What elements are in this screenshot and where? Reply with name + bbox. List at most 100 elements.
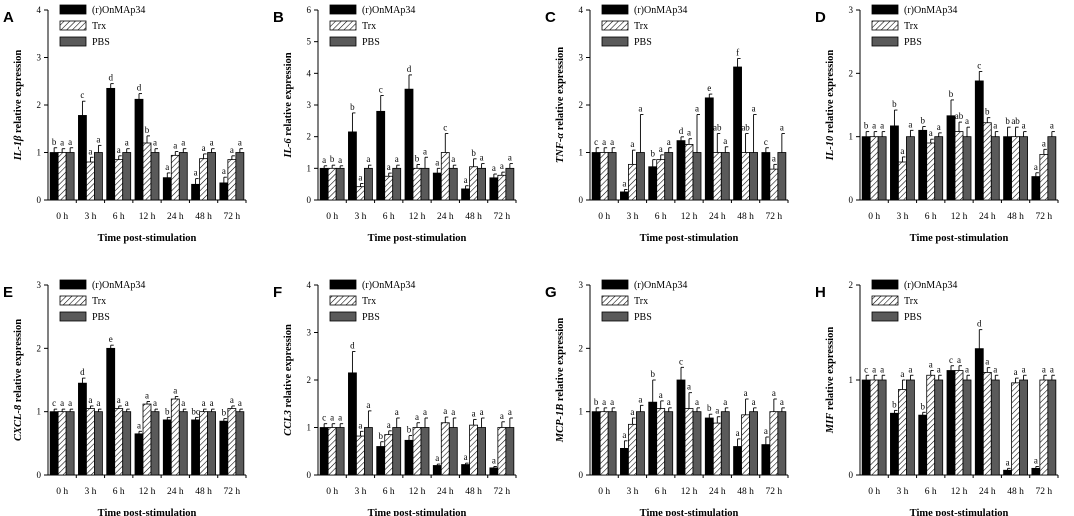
bar-series2 (1011, 382, 1020, 476)
significance-label: a (752, 397, 756, 407)
x-tick-label: 6 h (925, 487, 937, 497)
y-tick-label: 1 (849, 132, 854, 142)
legend-label: PBS (634, 37, 652, 48)
bar-series3 (934, 136, 944, 201)
y-tick-label: 0 (579, 470, 584, 480)
significance-label: a (68, 137, 72, 147)
y-axis-label-suffix: relative expression (13, 319, 24, 405)
bar-series2 (1039, 379, 1049, 476)
significance-label: a (480, 407, 484, 417)
y-axis-label: CXCL-8 relative expression (13, 319, 24, 441)
significance-label: a (60, 398, 64, 408)
significance-label: a (772, 388, 776, 398)
y-axis-label-gene: TNF-α (555, 133, 566, 163)
y-tick-label: 2 (307, 375, 312, 385)
significance-label: a (435, 453, 439, 463)
y-tick-label: 3 (579, 280, 584, 290)
significance-label: a (338, 155, 342, 165)
significance-label: d (137, 83, 142, 93)
x-tick-label: 6 h (113, 212, 125, 222)
x-axis-label: Time post-stimulation (910, 233, 1009, 244)
significance-label: a (194, 168, 198, 178)
significance-label: ab (741, 123, 750, 133)
x-axis-label: Time post-stimulation (640, 233, 739, 244)
y-tick-label: 4 (307, 280, 312, 290)
bar-series2 (954, 370, 964, 476)
bar-series1 (461, 188, 470, 201)
bar-series2 (684, 408, 694, 476)
bar-series2 (1039, 153, 1049, 201)
significance-label: c (322, 413, 326, 423)
significance-label: a (900, 369, 904, 379)
legend-label: PBS (92, 37, 110, 48)
y-tick-label: 2 (37, 343, 42, 353)
bar-series2 (1011, 136, 1020, 201)
bar-series1 (78, 382, 87, 476)
x-tick-label: 0 h (868, 487, 880, 497)
x-tick-label: 6 h (655, 212, 667, 222)
bar-series2 (628, 163, 637, 201)
significance-label: a (900, 146, 904, 156)
significance-label: a (222, 166, 226, 176)
bar-series2 (86, 161, 95, 201)
bar-series3 (692, 411, 702, 476)
legend-swatch (59, 36, 87, 47)
bar-series3 (392, 167, 402, 201)
significance-label: a (602, 397, 606, 407)
bar-series3 (65, 152, 75, 201)
y-tick-label: 3 (307, 328, 312, 338)
bar-series1 (219, 182, 229, 201)
y-tick-label: 5 (307, 37, 312, 47)
chart-panel-f: F 0 1 2 3 4 CCL3 relative expression 0 h 3 h 6 h 1… (273, 279, 517, 516)
bar-series2 (656, 408, 666, 476)
legend-swatch (329, 279, 357, 290)
significance-label: b (145, 125, 150, 135)
bar-series1 (348, 131, 357, 201)
bar-series2 (114, 408, 124, 476)
chart-panel-g: G 0 1 2 3 MCP-1B relative expression 0 h 3 h 6 h… (545, 279, 789, 516)
bar-series3 (235, 411, 245, 476)
significance-label: a (630, 139, 634, 149)
significance-label: a (451, 154, 455, 164)
y-tick-label: 0 (307, 470, 312, 480)
bar-series2 (869, 136, 879, 201)
bar-series2 (926, 374, 936, 476)
bar-series2 (898, 389, 907, 476)
significance-label: a (165, 162, 169, 172)
bar-series2 (57, 152, 67, 201)
bar-series3 (150, 411, 160, 476)
x-tick-label: 3 h (354, 212, 366, 222)
legend-swatch (601, 279, 629, 290)
significance-label: a (1006, 457, 1010, 467)
significance-label: a (395, 407, 399, 417)
significance-label: a (423, 146, 427, 156)
significance-label: d (108, 73, 113, 83)
significance-label: b (707, 403, 712, 413)
legend-label: Trx (634, 21, 648, 32)
bar-series1 (432, 465, 442, 476)
significance-label: c (949, 355, 953, 365)
panel-letter: H (815, 284, 826, 301)
x-tick-label: 12 h (139, 487, 156, 497)
bar-series3 (664, 411, 674, 476)
significance-label: a (723, 136, 727, 146)
x-tick-label: 0 h (326, 212, 338, 222)
y-axis-label-gene: MIF (825, 413, 836, 434)
significance-label: a (872, 121, 876, 131)
significance-label: a (153, 398, 157, 408)
significance-label: a (153, 138, 157, 148)
bar-series3 (65, 411, 75, 476)
significance-label: a (937, 122, 941, 132)
bar-series3 (692, 152, 702, 201)
bar-series1 (404, 88, 414, 201)
significance-label: a (780, 123, 784, 133)
significance-label: b (471, 148, 476, 158)
significance-label: a (695, 104, 699, 114)
x-tick-label: 48 h (737, 212, 754, 222)
bar-series3 (448, 167, 458, 201)
significance-label: c (443, 123, 447, 133)
significance-label: a (238, 398, 242, 408)
bar-series1 (918, 414, 928, 476)
significance-label: a (1050, 364, 1054, 374)
significance-label: a (181, 398, 185, 408)
